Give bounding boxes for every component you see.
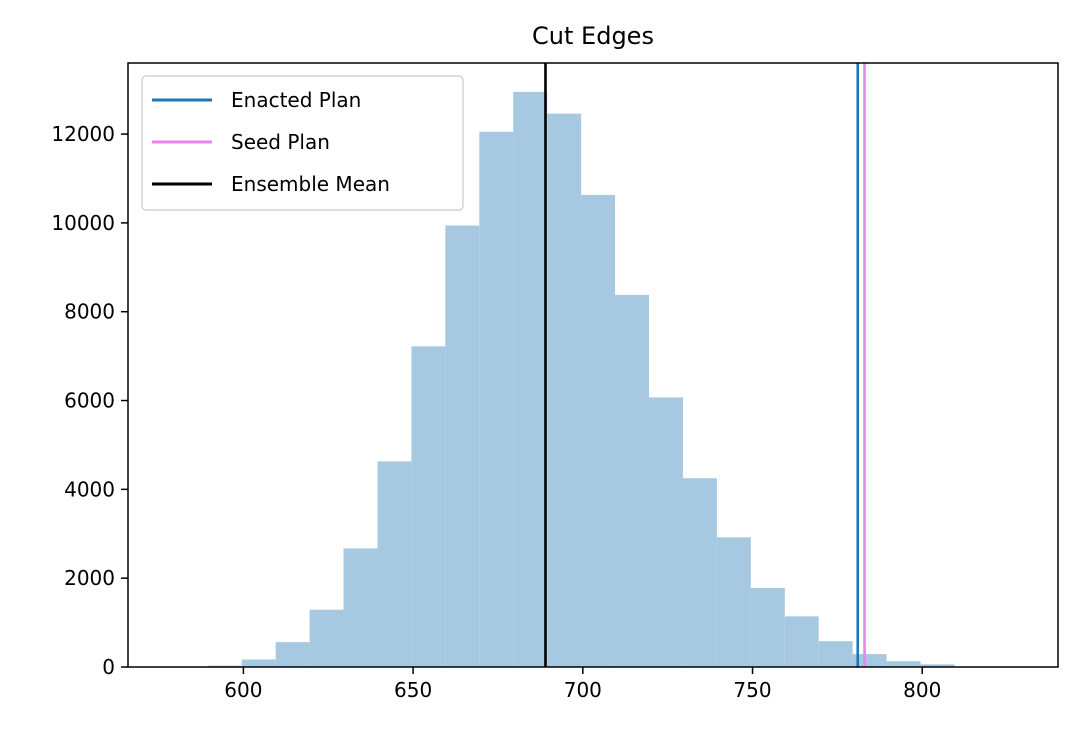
reference-lines [544, 63, 866, 667]
histogram-bar-12 [615, 294, 650, 667]
histogram-bar-18 [818, 641, 853, 667]
histogram-bar-2 [275, 642, 310, 667]
histogram-bar-14 [682, 478, 717, 667]
legend: Enacted Plan Seed Plan Ensemble Mean [141, 75, 464, 211]
legend-label-enacted-plan: Enacted Plan [231, 88, 361, 112]
histogram-bar-9 [513, 91, 548, 667]
y-tick-label-12000: 12000 [51, 122, 115, 146]
histogram-bar-5 [377, 461, 412, 667]
histogram-bar-15 [716, 537, 751, 667]
y-tick-label-10000: 10000 [51, 211, 115, 235]
legend-box [141, 75, 464, 211]
histogram-bar-6 [411, 346, 446, 667]
legend-label-seed-plan: Seed Plan [231, 130, 330, 154]
chart-title: Cut Edges [532, 22, 654, 50]
legend-label-ensemble-mean: Ensemble Mean [231, 172, 390, 196]
y-axis: 0 2000 4000 6000 8000 10000 12000 [51, 122, 128, 679]
histogram-bar-13 [649, 397, 683, 667]
histogram-bar-17 [784, 616, 819, 667]
x-tick-label-700: 700 [564, 678, 602, 702]
y-tick-label-8000: 8000 [64, 300, 115, 324]
y-tick-label-4000: 4000 [64, 477, 115, 501]
y-tick-label-6000: 6000 [64, 389, 115, 413]
y-tick-label-0: 0 [102, 655, 115, 679]
x-tick-label-750: 750 [733, 678, 771, 702]
histogram-bar-10 [547, 113, 582, 668]
y-tick-label-2000: 2000 [64, 566, 115, 590]
plot-frame [127, 62, 1059, 668]
histogram-bars [207, 91, 955, 668]
histogram-bar-19 [852, 654, 887, 667]
x-tick-label-600: 600 [224, 678, 262, 702]
histogram-bar-20 [886, 661, 921, 667]
histogram-bar-1 [241, 659, 276, 667]
histogram-bar-21 [920, 664, 955, 667]
histogram-bar-4 [343, 548, 378, 667]
x-tick-label-800: 800 [903, 678, 941, 702]
histogram-bar-16 [750, 587, 785, 667]
histogram-bar-7 [445, 225, 480, 667]
histogram-bar-11 [581, 194, 616, 667]
histogram-bar-8 [479, 131, 514, 667]
x-tick-label-650: 650 [394, 678, 432, 702]
histogram-bar-3 [309, 609, 344, 667]
x-axis: 600 650 700 750 800 [224, 667, 941, 702]
